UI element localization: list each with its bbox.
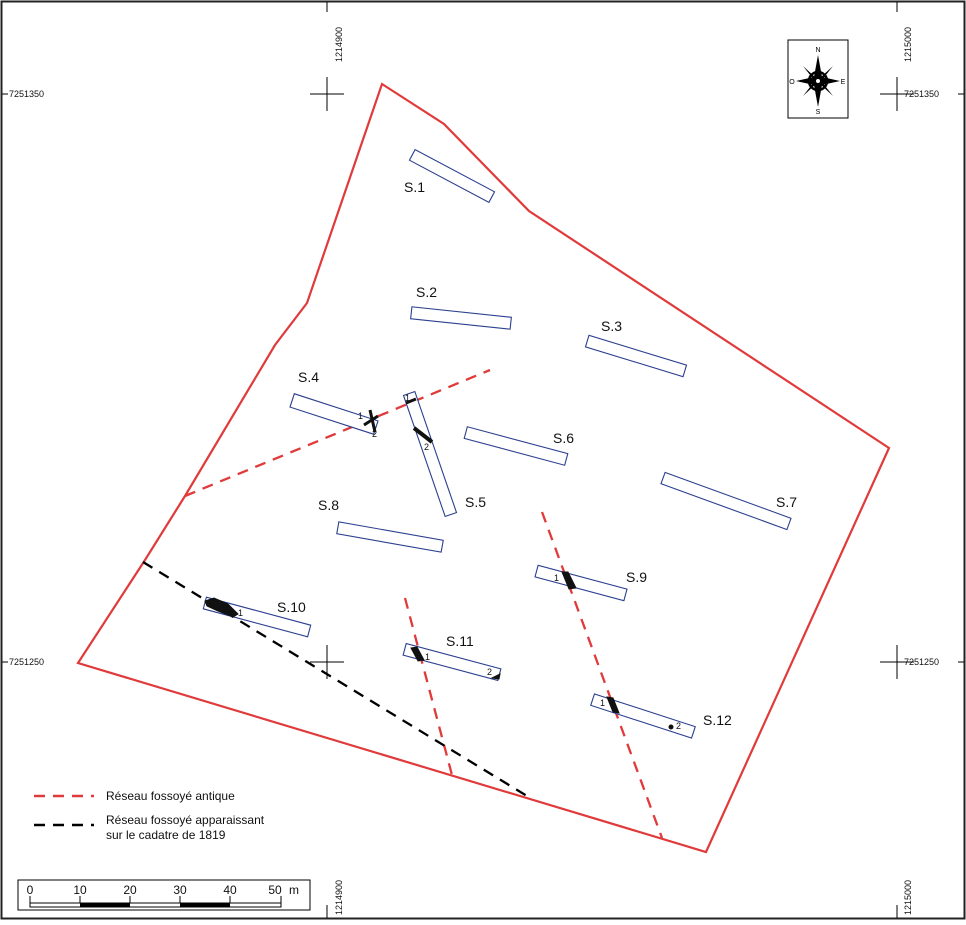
feature-s5-1 <box>405 397 417 405</box>
trench-label: S.8 <box>318 497 339 513</box>
grid-crosses <box>310 77 914 679</box>
feature-number: 1 <box>238 608 243 618</box>
trench-s6 <box>463 426 569 466</box>
trench-s7 <box>660 471 792 531</box>
trench-s8 <box>336 521 444 553</box>
scale-tick-label: 50 <box>268 883 282 897</box>
ancient-ditch <box>184 368 491 498</box>
compass-e: E <box>841 79 846 86</box>
feature-s11-2 <box>490 673 501 680</box>
feature-number: 2 <box>676 721 681 731</box>
feature-s9-1 <box>561 571 577 590</box>
scale-bar: 0 10 20 30 40 50 m <box>17 879 311 911</box>
trench-s9 <box>534 564 628 602</box>
feature-number: 1 <box>425 652 430 662</box>
feature-number: 2 <box>487 667 492 677</box>
trench-s4 <box>289 393 379 435</box>
feature-number: 2 <box>372 429 377 439</box>
coord-y-lower-right: 7251250 <box>904 657 939 667</box>
features <box>204 397 674 730</box>
trench-label: S.4 <box>298 369 319 385</box>
compass-s: S <box>816 109 821 116</box>
feature-number: 2 <box>424 442 429 452</box>
feature-s12-1 <box>606 696 620 714</box>
grid-cross <box>880 645 914 679</box>
compass-o: O <box>789 79 795 86</box>
coord-x-bottom-left: 1214900 <box>334 880 344 915</box>
scale-tick-label: 30 <box>173 883 187 897</box>
feature-number: 1 <box>405 393 410 403</box>
ancient-ditch <box>403 597 454 776</box>
trench-s1 <box>408 148 496 204</box>
ancient-ditch <box>540 511 664 839</box>
scale-tick-label: 10 <box>73 883 87 897</box>
trench-label: S.6 <box>553 430 574 446</box>
compass-n: N <box>815 47 820 54</box>
coord-x-bottom-right: 1215000 <box>903 880 913 915</box>
trench-label: S.1 <box>404 179 425 195</box>
trench-s3 <box>584 334 688 378</box>
scale-unit: m <box>289 883 299 897</box>
legend-cadastre-label-1: Réseau fossoyé apparaissant <box>106 813 265 827</box>
scale-tick-label: 20 <box>123 883 137 897</box>
trench-s2 <box>410 306 512 330</box>
legend: Réseau fossoyé antique Réseau fossoyé ap… <box>34 789 265 842</box>
site-boundary <box>76 82 891 854</box>
feature-s11-1 <box>410 646 425 662</box>
feature-s10-1 <box>204 597 239 618</box>
trench-label: S.12 <box>703 712 732 728</box>
trench-label: S.3 <box>601 318 622 334</box>
trench-label: S.9 <box>626 569 647 585</box>
legend-cadastre-label-2: sur le cadatre de 1819 <box>106 828 226 842</box>
trench-label: S.10 <box>277 599 306 615</box>
feature-s12-2 <box>668 724 674 730</box>
trench-label: S.7 <box>776 494 797 510</box>
coord-y-upper-left: 7251350 <box>9 89 44 99</box>
cadastre-ditch <box>142 561 528 797</box>
scale-tick-label: 40 <box>223 883 237 897</box>
trench-label: S.11 <box>446 633 474 649</box>
coord-y-lower-left: 7251250 <box>9 657 44 667</box>
legend-ancient-label: Réseau fossoyé antique <box>106 789 235 803</box>
coord-x-top-right: 1215000 <box>903 27 913 62</box>
compass-rose-icon: N S O E <box>787 39 849 119</box>
feature-s4-2 <box>368 409 377 433</box>
coord-x-top-left: 1214900 <box>334 27 344 62</box>
trench-label: S.5 <box>465 494 486 510</box>
feature-number: 1 <box>554 573 559 583</box>
trenches <box>202 148 792 739</box>
feature-number: 1 <box>600 698 605 708</box>
feature-s5-2 <box>412 426 434 444</box>
trench-s5 <box>402 390 458 518</box>
coord-y-upper-right: 7251350 <box>904 89 939 99</box>
trench-label: S.2 <box>416 284 437 300</box>
grid-cross <box>310 77 344 111</box>
scale-tick-label: 0 <box>27 883 34 897</box>
grid-cross <box>880 77 914 111</box>
feature-number: 1 <box>358 411 363 421</box>
trench-s12 <box>590 693 696 739</box>
